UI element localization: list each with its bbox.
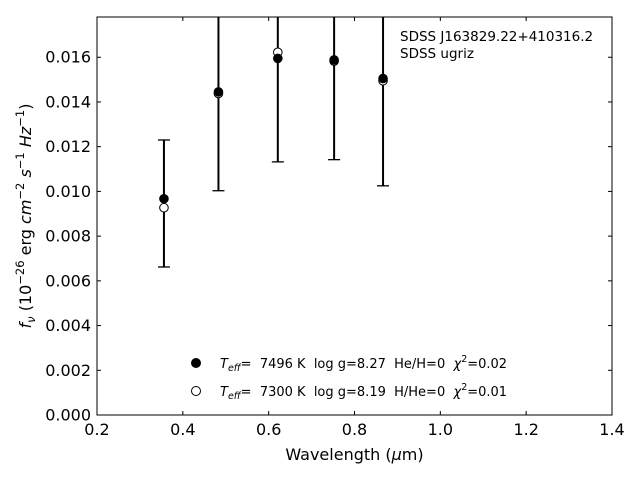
- y-tick-label-3: 0.006: [45, 271, 91, 290]
- annotation-line-1: SDSS J163829.22+410316.2: [400, 29, 593, 45]
- observed-point-4: [378, 73, 388, 84]
- observed-point-0: [159, 193, 169, 204]
- observed-point-3: [329, 55, 339, 65]
- x-axis-label: Wavelength (μm): [285, 445, 423, 464]
- x-tick-label-5: 1.2: [513, 420, 538, 439]
- observed-point-1: [213, 87, 224, 97]
- x-tick-label-6: 1.4: [599, 420, 624, 439]
- y-tick-label-1: 0.002: [45, 361, 91, 380]
- model-point-0: [159, 202, 169, 213]
- legend-marker-open: [191, 386, 201, 396]
- plot-frame: [96, 16, 613, 416]
- x-tick-label-3: 0.8: [342, 420, 367, 439]
- x-tick-label-0: 0.2: [84, 420, 109, 439]
- y-tick-label-6: 0.012: [45, 137, 91, 156]
- x-tick-label-1: 0.4: [170, 420, 195, 439]
- legend-label-observed: Teff= 7496 K log g=8.27 He/H=0 χ2=0.02: [220, 354, 507, 374]
- legend: Teff= 7496 K log g=8.27 He/H=0 χ2=0.02 T…: [191, 354, 507, 402]
- y-tick-label-8: 0.016: [45, 48, 91, 67]
- error-bars: [157, 17, 390, 268]
- y-tick-label-5: 0.010: [45, 182, 91, 201]
- observed-point-2: [273, 53, 283, 64]
- y-tick-label-0: 0.000: [45, 406, 91, 425]
- y-axis-label: fν (10−26 erg cm−2 s−1 Hz−1): [13, 104, 38, 329]
- annotation: SDSS J163829.22+410316.2 SDSS ugriz: [400, 29, 593, 62]
- y-tick-label-7: 0.014: [45, 92, 91, 111]
- legend-label-model: Teff= 7300 K log g=8.19 H/He=0 χ2=0.01: [220, 382, 507, 402]
- y-tick-label-4: 0.008: [45, 227, 91, 246]
- legend-marker-filled: [191, 358, 201, 368]
- y-tick-label-2: 0.004: [45, 316, 91, 335]
- x-tick-label-4: 1.0: [428, 420, 453, 439]
- x-tick-label-2: 0.6: [256, 420, 281, 439]
- annotation-line-2: SDSS ugriz: [400, 46, 474, 62]
- data-markers: [159, 47, 388, 213]
- axis-ticks: 0.2 0.4 0.6 0.8 1.0 1.2 1.4 0.000 0.002 0.004 0.00…: [45, 17, 625, 439]
